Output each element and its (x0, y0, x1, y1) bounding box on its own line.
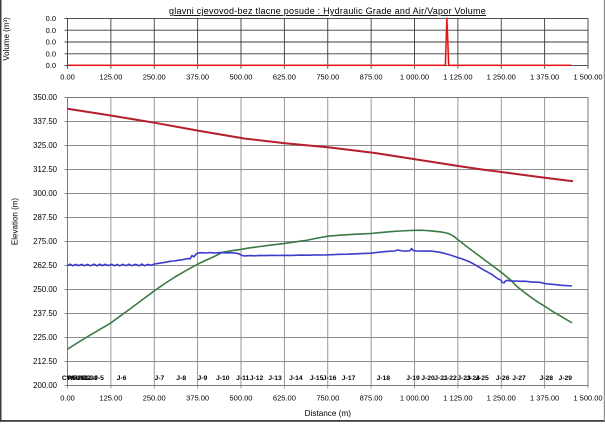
svg-text:0.00: 0.00 (60, 73, 75, 82)
svg-text:375.00: 375.00 (186, 394, 209, 403)
svg-text:125.00: 125.00 (99, 394, 122, 403)
svg-text:125.00: 125.00 (99, 73, 122, 82)
svg-text:J-19: J-19 (406, 375, 420, 382)
svg-text:250.00: 250.00 (33, 285, 58, 294)
svg-text:J-21: J-21 (434, 375, 448, 382)
svg-text:J-12: J-12 (250, 375, 264, 382)
svg-text:500.00: 500.00 (230, 73, 253, 82)
svg-text:Volume (m³): Volume (m³) (2, 17, 11, 61)
svg-text:J-22: J-22 (443, 375, 457, 382)
svg-text:J-9: J-9 (197, 375, 207, 382)
svg-text:1 125.00: 1 125.00 (443, 73, 472, 82)
svg-text:J-11: J-11 (236, 375, 249, 382)
svg-text:225.00: 225.00 (33, 333, 58, 342)
svg-text:0.0: 0.0 (46, 49, 56, 58)
svg-text:J-28: J-28 (539, 375, 553, 382)
svg-text:0.00: 0.00 (60, 394, 75, 403)
svg-text:J-18: J-18 (376, 375, 390, 382)
svg-text:287.50: 287.50 (33, 213, 58, 222)
svg-text:300.00: 300.00 (33, 189, 58, 198)
svg-text:J-25: J-25 (475, 375, 489, 382)
svg-text:J-10: J-10 (216, 375, 230, 382)
svg-text:1 375.00: 1 375.00 (530, 73, 559, 82)
svg-text:250.00: 250.00 (143, 73, 166, 82)
svg-text:337.50: 337.50 (33, 117, 58, 126)
svg-text:J-24: J-24 (466, 375, 480, 382)
svg-text:J-23: J-23 (457, 375, 471, 382)
svg-text:glavni cjevovod-bez tlacne pos: glavni cjevovod-bez tlacne posude : Hydr… (169, 6, 486, 16)
svg-text:325.00: 325.00 (33, 141, 58, 150)
svg-text:J-26: J-26 (496, 375, 510, 382)
svg-text:J-1: J-1 (77, 375, 87, 382)
svg-text:J-17: J-17 (342, 375, 356, 382)
svg-text:J-14: J-14 (289, 375, 303, 382)
svg-text:275.00: 275.00 (33, 237, 58, 246)
svg-text:0.0: 0.0 (46, 14, 56, 23)
svg-text:PMP-1: PMP-1 (68, 375, 89, 382)
svg-text:262.50: 262.50 (33, 261, 58, 270)
svg-text:Distance (m): Distance (m) (305, 409, 352, 418)
svg-text:625.00: 625.00 (273, 394, 296, 403)
svg-text:312.50: 312.50 (33, 165, 58, 174)
svg-text:1 250.00: 1 250.00 (487, 73, 516, 82)
svg-text:1 125.00: 1 125.00 (443, 394, 472, 403)
svg-text:250.00: 250.00 (143, 394, 166, 403)
svg-text:625.00: 625.00 (273, 73, 296, 82)
svg-text:J-13: J-13 (268, 375, 282, 382)
svg-text:J-8: J-8 (176, 375, 186, 382)
svg-text:375.00: 375.00 (186, 73, 209, 82)
svg-text:0.0: 0.0 (46, 61, 56, 70)
svg-text:500.00: 500.00 (230, 394, 253, 403)
svg-text:Elevation (m): Elevation (m) (11, 198, 20, 245)
svg-text:J-27: J-27 (512, 375, 526, 382)
svg-text:J-2: J-2 (81, 375, 91, 382)
svg-text:CWR-1: CWR-1 (62, 375, 84, 382)
svg-text:J-7: J-7 (154, 375, 164, 382)
svg-text:875.00: 875.00 (360, 394, 383, 403)
svg-text:1 000.00: 1 000.00 (400, 394, 429, 403)
svg-text:750.00: 750.00 (316, 73, 339, 82)
svg-text:J-15: J-15 (310, 375, 324, 382)
svg-text:J-29: J-29 (558, 375, 572, 382)
svg-text:1 500.00: 1 500.00 (573, 73, 602, 82)
svg-text:1 250.00: 1 250.00 (487, 394, 516, 403)
svg-text:750.00: 750.00 (316, 394, 339, 403)
svg-text:1 375.00: 1 375.00 (530, 394, 559, 403)
svg-text:J-6: J-6 (117, 375, 127, 382)
svg-text:0.0: 0.0 (46, 38, 56, 47)
svg-text:200.00: 200.00 (33, 381, 58, 390)
svg-text:350.00: 350.00 (33, 93, 58, 102)
svg-text:237.50: 237.50 (33, 309, 58, 318)
svg-text:J-5: J-5 (94, 375, 104, 382)
svg-text:212.50: 212.50 (33, 357, 58, 366)
svg-text:J-4: J-4 (87, 375, 97, 382)
svg-text:J-20: J-20 (421, 375, 435, 382)
svg-text:0.0: 0.0 (46, 26, 56, 35)
svg-text:1 000.00: 1 000.00 (400, 73, 429, 82)
svg-text:J-3: J-3 (84, 375, 94, 382)
svg-text:J-16: J-16 (323, 375, 337, 382)
svg-text:875.00: 875.00 (360, 73, 383, 82)
svg-text:1 500.00: 1 500.00 (573, 394, 602, 403)
